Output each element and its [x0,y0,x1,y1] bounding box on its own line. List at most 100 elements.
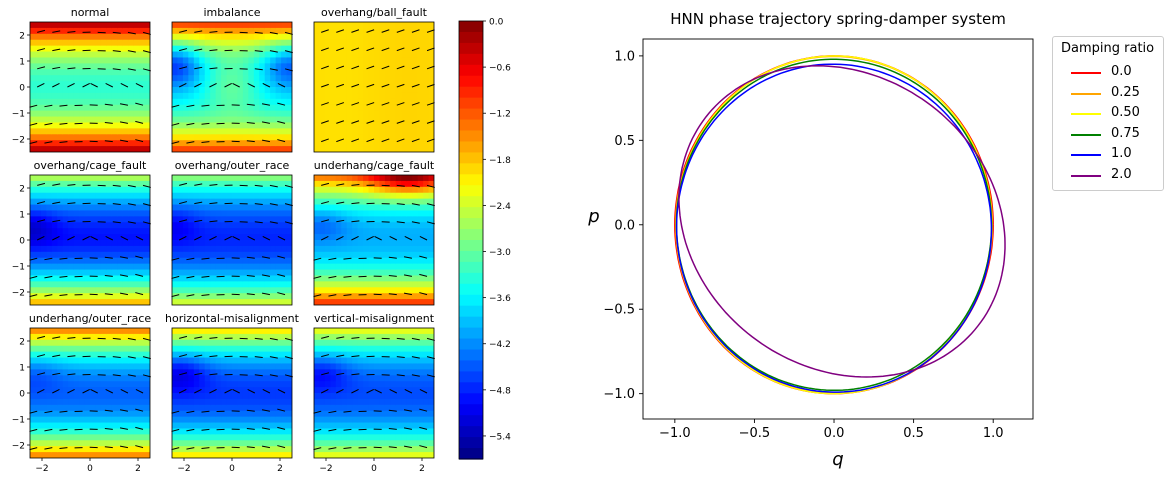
heatmap-cell [172,446,179,453]
heatmap-cell [412,122,419,129]
heatmap-cell [139,440,146,447]
heatmap-cell [368,452,375,458]
vector-arrow [44,122,53,126]
heatmap-cell [374,22,381,29]
heatmap-cell [330,398,337,406]
heatmap-cell [139,281,146,288]
heatmap-cell [346,410,353,418]
heatmap-cell [319,251,326,259]
heatmap-cell [73,146,80,152]
heatmap-cell [270,387,277,394]
heatmap-cell [352,440,359,447]
heatmap-cell [177,75,184,82]
heatmap-cell [401,299,408,305]
heatmap-cell [330,210,337,217]
heatmap-cell [73,263,80,271]
heatmap-cell [215,104,222,112]
heatmap-cell [330,275,337,282]
heatmap-cell [384,440,391,447]
heatmap-cell [221,287,228,294]
heatmap-cell [40,98,47,106]
heatmap-cell [264,122,271,129]
heatmap-cell [204,116,211,124]
heatmap-cell [172,275,179,282]
vector-arrow [52,372,61,376]
heatmap-cell [259,92,266,100]
heatmap-cell [275,251,282,259]
heatmap-cell [401,446,408,453]
heatmap-cell [193,104,200,112]
vector-arrow [254,184,263,187]
vector-arrow [336,219,345,223]
heatmap-cell [363,404,370,412]
heatmap-cell [106,186,113,194]
heatmap-cell [117,375,124,382]
heatmap-cell [199,33,206,41]
heatmap-cell [412,87,419,94]
heatmap-cell [40,299,47,305]
heatmap-cell [379,45,386,53]
heatmap-cell [242,146,249,152]
heatmap-cell [341,216,348,223]
heatmap-cell [51,369,58,376]
heatmap-cell [384,293,391,300]
heatmap-cell [335,293,342,300]
heatmap-cell [111,293,118,300]
vector-arrow [52,66,61,70]
heatmap-cell [357,422,364,430]
heatmap-cell [215,328,222,335]
heatmap-cell [357,375,364,382]
heatmap-cell [319,104,326,112]
heatmap-cell [319,440,326,447]
heatmap-cell [401,128,408,135]
heatmap-cell [423,204,430,212]
heatmap-cell [182,263,189,271]
heatmap-cell [95,440,102,447]
heatmap-cell [215,51,222,59]
heatmap-cell [139,434,146,441]
heatmap-cell [374,186,381,194]
heatmap-cell [117,446,124,453]
heatmap-cell [40,257,47,265]
heatmap-cell [100,33,107,41]
heatmap-cell [352,180,359,188]
heatmap-cell [35,440,42,447]
heatmap-cell [90,363,97,370]
heatmap-cell [57,299,64,305]
heatmap-cell [90,269,97,277]
heatmap-cell [324,363,331,370]
heatmap-cell [30,333,37,341]
heatmap-cell [40,87,47,94]
heatmap-cell [390,393,397,400]
heatmap-cell [73,328,80,335]
heatmap-cell [144,110,150,118]
heatmap-cell [357,398,364,406]
heatmap-cell [264,299,271,305]
heatmap-cell [122,234,129,241]
heatmap-cell [215,122,222,129]
heatmap-cell [62,33,69,41]
heatmap-cell [357,363,364,370]
heatmap-cell [193,204,200,212]
heatmap-cell [319,116,326,124]
x-tick-label: 0 [371,464,377,474]
vector-arrow [104,427,113,430]
heatmap-cell [128,387,135,394]
vector-arrow [209,388,217,394]
heatmap-cell [286,104,292,112]
heatmap-cell [30,393,37,400]
heatmap-cell [374,87,381,94]
heatmap-cell [172,57,179,64]
heatmap-cell [286,263,292,271]
heatmap-cell [215,287,222,294]
heatmap-cell [35,134,42,141]
heatmap-cell [335,275,342,282]
heatmap-cell [117,381,124,388]
heatmap-cell [248,81,255,88]
heatmap-cell [57,186,64,194]
heatmap-cell [40,69,47,76]
heatmap-cell [193,428,200,435]
heatmap-cell [395,333,402,341]
heatmap-cell [215,92,222,100]
heatmap-cell [253,345,260,353]
